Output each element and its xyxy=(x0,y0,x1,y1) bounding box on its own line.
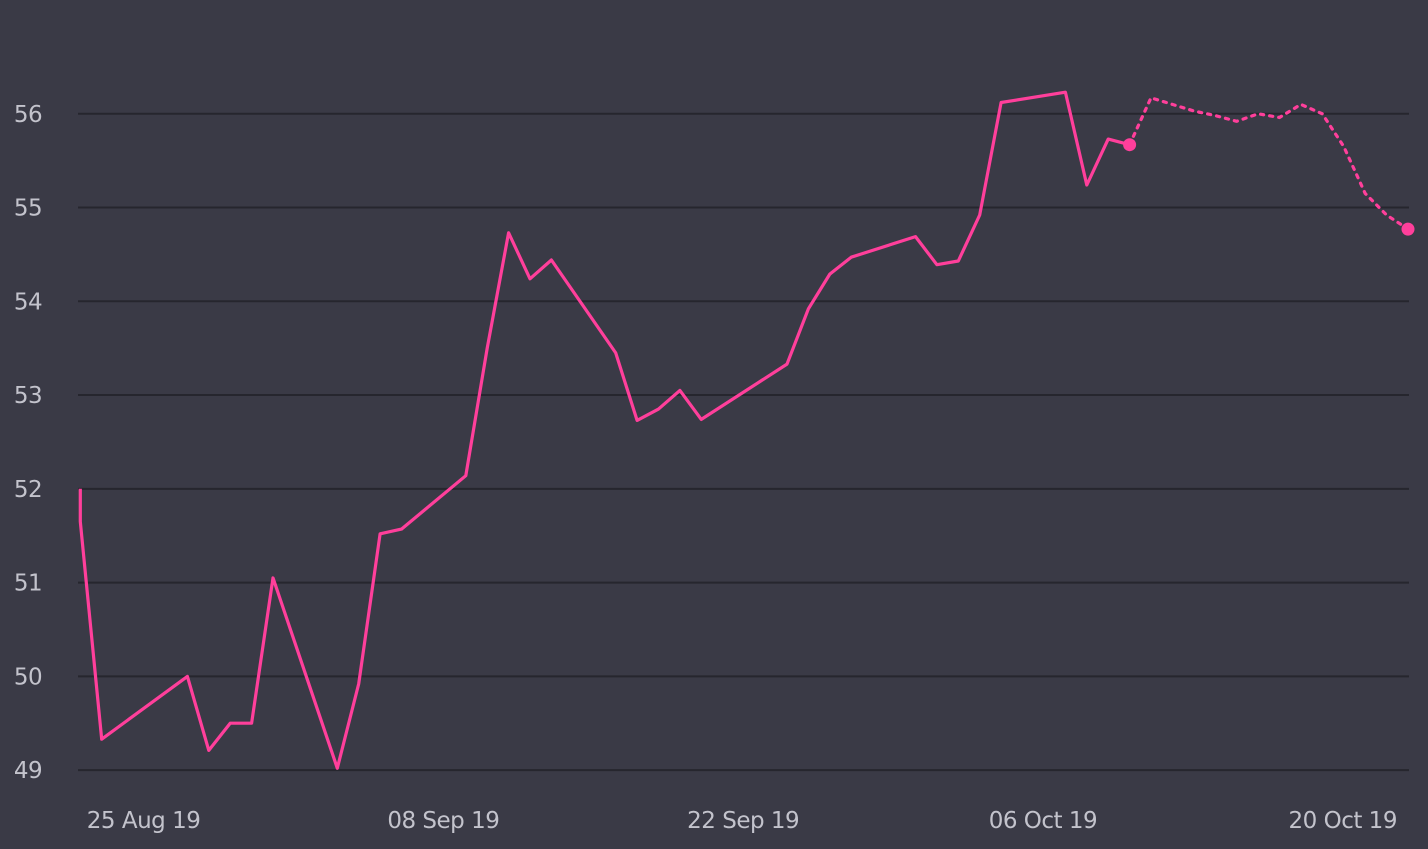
y-tick-label: 55 xyxy=(14,196,42,222)
y-tick-label: 56 xyxy=(14,102,42,128)
y-tick-label: 50 xyxy=(14,664,42,690)
y-axis-tick-labels: 49 50 51 52 53 54 55 56 xyxy=(14,102,43,784)
series-markers xyxy=(1123,138,1415,236)
y-tick-label: 53 xyxy=(14,383,42,409)
history-end-point xyxy=(1123,138,1137,152)
forecast-end-point xyxy=(1401,222,1415,236)
y-tick-label: 49 xyxy=(14,758,42,784)
x-tick-label: 06 Oct 19 xyxy=(989,808,1097,834)
series-lines xyxy=(78,90,1410,770)
x-tick-label: 08 Sep 19 xyxy=(387,808,499,834)
x-axis-tick-labels: 25 Aug 19 08 Sep 19 22 Sep 19 06 Oct 19 20 O… xyxy=(87,808,1398,834)
forecast-line xyxy=(1128,96,1410,231)
y-tick-label: 54 xyxy=(14,289,42,315)
gridlines xyxy=(78,112,1409,772)
history-line xyxy=(78,90,1131,770)
x-tick-label: 20 Oct 19 xyxy=(1289,808,1397,834)
x-tick-label: 25 Aug 19 xyxy=(87,808,201,834)
y-tick-label: 51 xyxy=(14,571,42,597)
x-tick-label: 22 Sep 19 xyxy=(687,808,799,834)
y-tick-label: 52 xyxy=(14,477,42,503)
